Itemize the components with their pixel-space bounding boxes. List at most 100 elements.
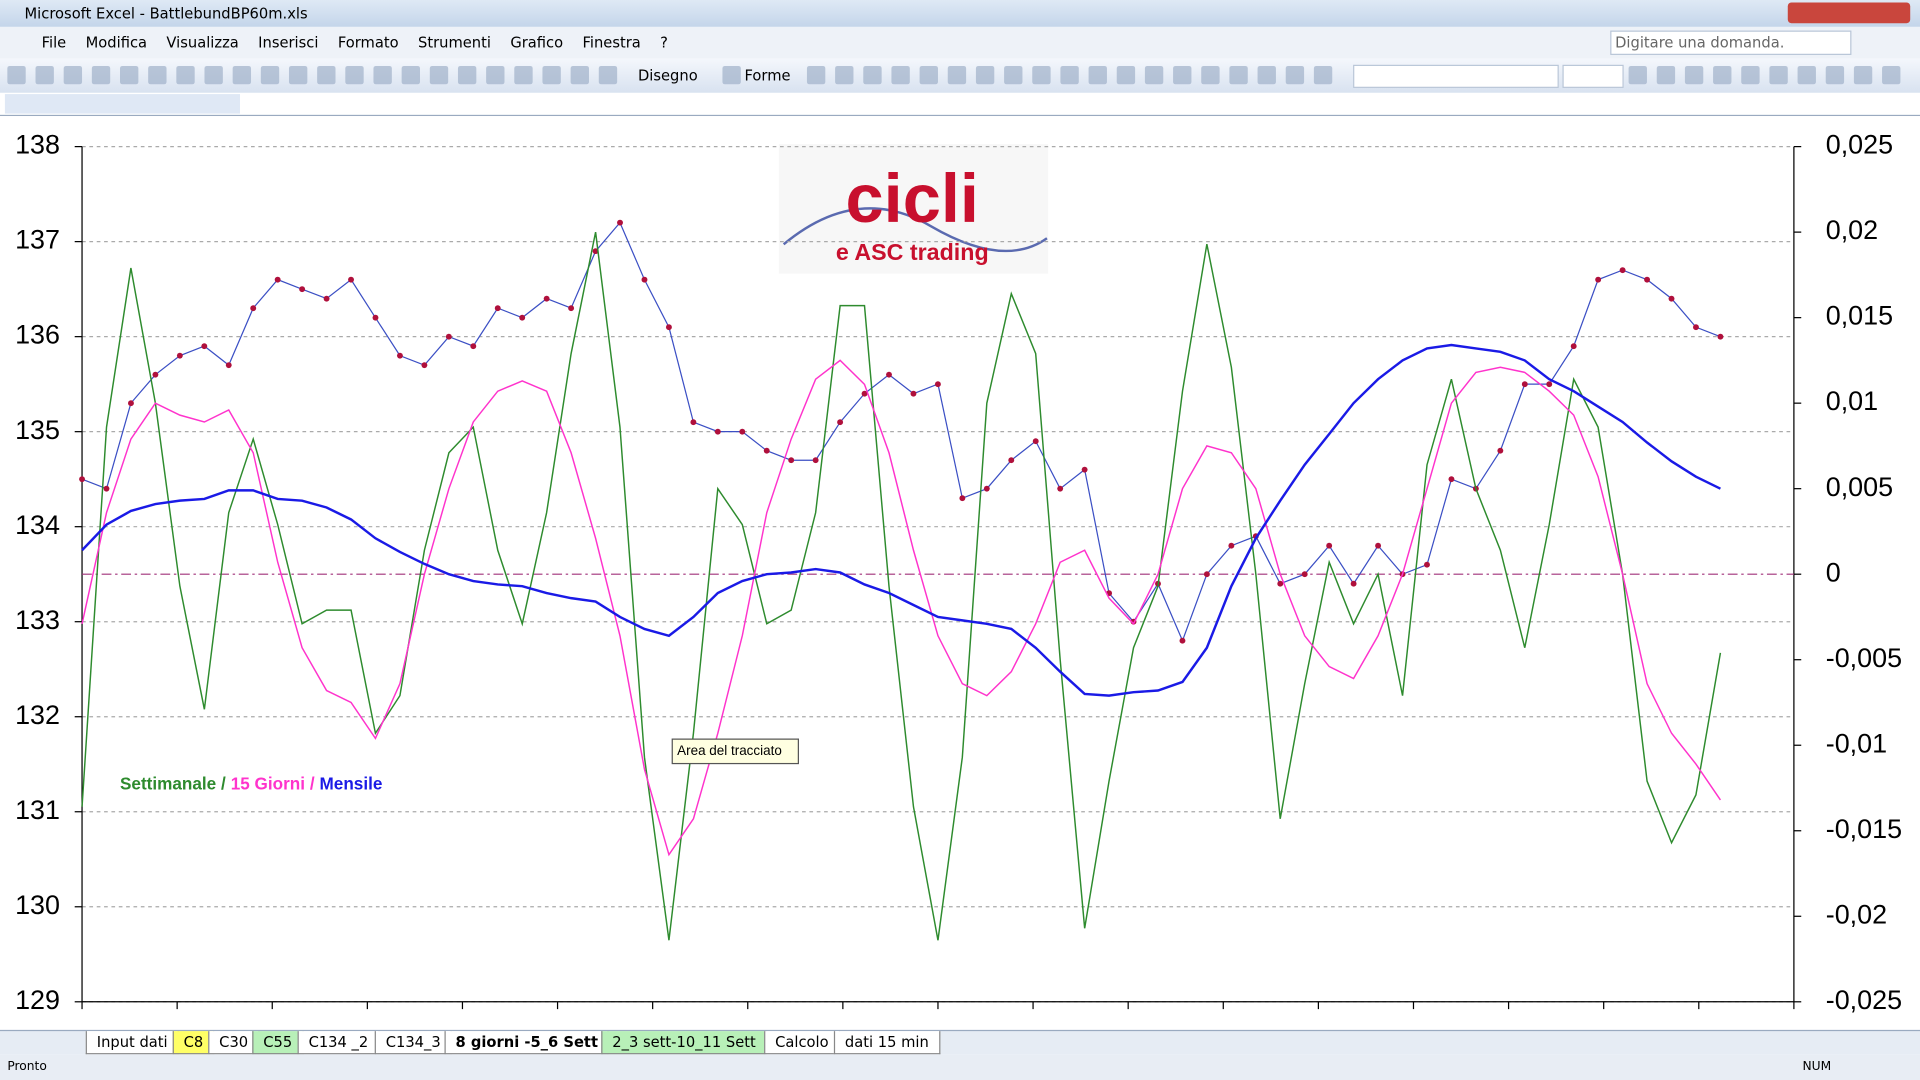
window-controls[interactable]: [1787, 2, 1911, 24]
toolbar-button[interactable]: [1201, 65, 1220, 85]
toolbar-button[interactable]: [63, 65, 83, 85]
data-point: [714, 428, 721, 435]
toolbar-button[interactable]: [722, 65, 741, 85]
draw-menu[interactable]: Disegno: [637, 67, 698, 85]
data-point: [1277, 580, 1284, 587]
toolbar-button[interactable]: [288, 65, 308, 85]
toolbar-button[interactable]: [1684, 65, 1704, 85]
sheet-tab[interactable]: C134 _2: [297, 1031, 380, 1055]
menu-item[interactable]: Grafico: [510, 34, 564, 52]
toolbar-button[interactable]: [401, 65, 421, 85]
toolbar-button[interactable]: [1229, 65, 1248, 85]
toolbar-button[interactable]: [806, 65, 826, 85]
data-point: [837, 419, 844, 426]
toolbar-button[interactable]: [919, 65, 938, 85]
data-point: [348, 276, 354, 283]
toolbar-button[interactable]: [1656, 65, 1676, 85]
y2-tick-label: 0,015: [1826, 301, 1893, 331]
y-tick-label: 131: [15, 795, 60, 825]
tooltip-box: [671, 738, 799, 765]
toolbar-button[interactable]: [148, 65, 167, 85]
toolbar-button[interactable]: [598, 65, 618, 85]
toolbar-button[interactable]: [1060, 65, 1079, 85]
toolbar-button[interactable]: [1853, 65, 1873, 85]
toolbar-button[interactable]: [429, 65, 449, 85]
name-box[interactable]: [4, 94, 241, 114]
data-point: [788, 457, 795, 464]
data-point: [1326, 542, 1333, 549]
toolbar-button[interactable]: [35, 65, 54, 85]
toolbar-button[interactable]: [542, 65, 561, 85]
data-point: [201, 343, 208, 350]
toolbar-button[interactable]: [1825, 65, 1845, 85]
toolbar-button[interactable]: [317, 65, 336, 85]
toolbar-button[interactable]: [120, 65, 139, 85]
sheet-tab[interactable]: C55: [252, 1031, 304, 1055]
toolbar-button[interactable]: [1741, 65, 1760, 85]
menu-item[interactable]: Modifica: [85, 34, 148, 52]
toolbar-button[interactable]: [975, 65, 995, 85]
toolbar-button[interactable]: [1285, 65, 1305, 85]
window-title: Microsoft Excel - BattlebundBP60m.xls: [24, 4, 308, 22]
toolbar-button[interactable]: [835, 65, 854, 85]
toolbar-button[interactable]: [373, 65, 392, 85]
toolbar-button[interactable]: [1116, 65, 1136, 85]
data-point: [1301, 571, 1308, 578]
y-tick-label: 129: [15, 985, 60, 1015]
sheet-tab[interactable]: 8 giorni -5_6 Sett: [444, 1031, 609, 1055]
toolbar-button[interactable]: [1088, 65, 1107, 85]
sheet-tab[interactable]: C8: [172, 1031, 215, 1055]
size-box[interactable]: [1562, 64, 1624, 88]
sheet-tab[interactable]: Input dati: [85, 1031, 179, 1055]
legend: Settimanale / 15 Giorni / Mensile: [120, 774, 382, 793]
toolbar-button[interactable]: [176, 65, 195, 85]
toolbar-button[interactable]: [1882, 65, 1901, 85]
menu-item[interactable]: Inserisci: [258, 34, 319, 52]
sheet-tab[interactable]: dati 15 min: [833, 1031, 940, 1055]
data-point: [494, 305, 501, 312]
toolbar-button[interactable]: [1144, 65, 1164, 85]
data-point: [519, 314, 526, 321]
data-point: [1228, 542, 1235, 549]
toolbar-button[interactable]: [1257, 65, 1276, 85]
toolbar-button[interactable]: [947, 65, 967, 85]
toolbar-button[interactable]: [345, 65, 364, 85]
toolbar-button[interactable]: [1713, 65, 1732, 85]
help-box[interactable]: Digitare una domanda.: [1610, 30, 1852, 55]
toolbar-button[interactable]: [1173, 65, 1192, 85]
toolbar-button[interactable]: [1004, 65, 1023, 85]
sheet-tab[interactable]: 2_3 sett-10_11 Sett: [601, 1031, 767, 1055]
data-point: [323, 295, 330, 302]
menu-item[interactable]: File: [41, 34, 67, 52]
toolbar-button[interactable]: [7, 65, 26, 85]
menu-item[interactable]: Formato: [337, 34, 399, 52]
menu-item[interactable]: ?: [660, 34, 668, 52]
menu-item[interactable]: Finestra: [582, 34, 641, 52]
toolbar-button[interactable]: [1313, 65, 1333, 85]
toolbar-button[interactable]: [204, 65, 223, 85]
y2-tick-label: -0,015: [1826, 814, 1902, 844]
toolbar-button[interactable]: [1797, 65, 1816, 85]
shapes-menu[interactable]: Forme: [744, 67, 791, 85]
menu-item[interactable]: Strumenti: [418, 34, 491, 52]
toolbar-button[interactable]: [1769, 65, 1788, 85]
sheet-tab[interactable]: C134_3: [374, 1031, 452, 1055]
font-box[interactable]: [1353, 64, 1559, 88]
y-tick-label: 137: [15, 225, 60, 255]
series-line: [81, 231, 1722, 941]
toolbar-button[interactable]: [863, 65, 882, 85]
toolbar-button[interactable]: [891, 65, 910, 85]
toolbar-button[interactable]: [91, 65, 111, 85]
toolbar-button[interactable]: [486, 65, 505, 85]
toolbar: Disegno Forme: [0, 58, 1920, 93]
toolbar-button[interactable]: [232, 65, 252, 85]
toolbar-button[interactable]: [457, 65, 477, 85]
menu-item[interactable]: Visualizza: [166, 34, 239, 52]
sheet-tab[interactable]: Calcolo: [764, 1031, 840, 1055]
toolbar-button[interactable]: [260, 65, 280, 85]
toolbar-button[interactable]: [1628, 65, 1647, 85]
toolbar-button[interactable]: [1032, 65, 1051, 85]
toolbar-button[interactable]: [570, 65, 589, 85]
toolbar-button[interactable]: [514, 65, 533, 85]
